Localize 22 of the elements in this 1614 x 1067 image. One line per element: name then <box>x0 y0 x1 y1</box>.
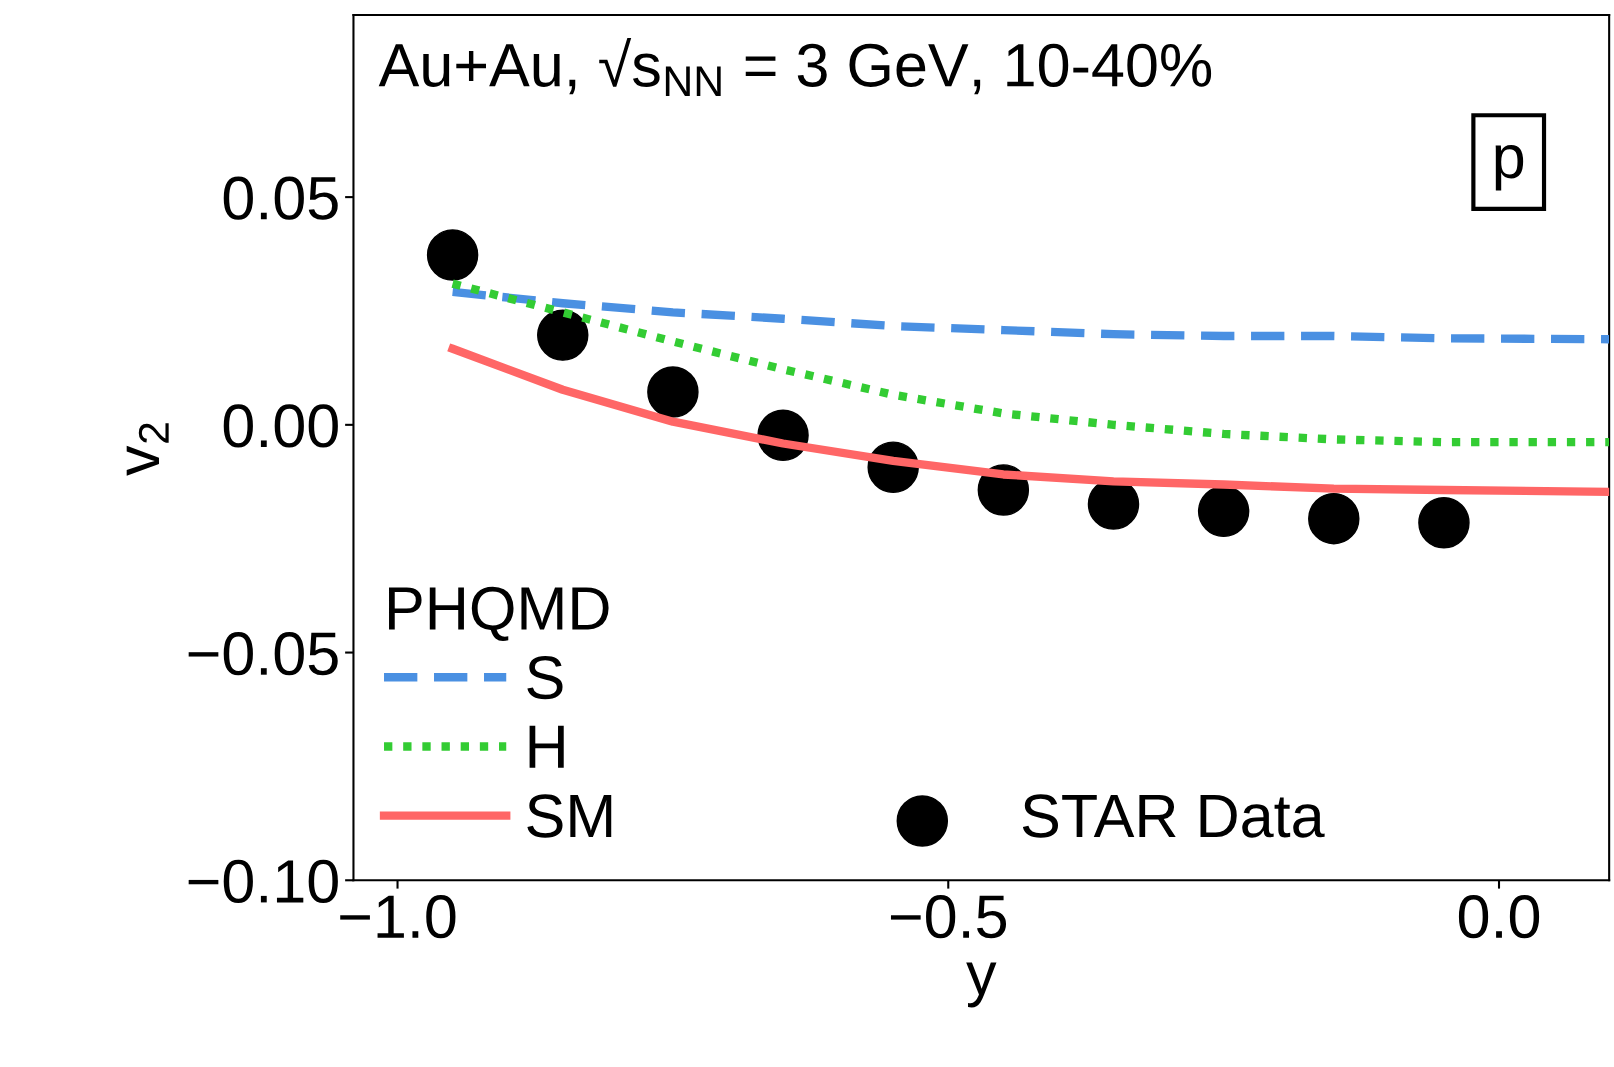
legend-label: SM <box>527 794 612 838</box>
annotation: p <box>1495 144 1524 191</box>
y-axis-title: v$_{2}$ <box>126 423 169 476</box>
legend-title: PHQMD <box>389 586 609 642</box>
y-tick-label: −0.05 <box>188 632 338 676</box>
legend-label: S <box>527 655 563 700</box>
x-tick-label: −0.5 <box>890 895 1007 939</box>
point <box>647 366 699 418</box>
y-tick-label: −0.10 <box>188 859 338 904</box>
point <box>1197 485 1250 538</box>
legend-label: H <box>529 725 564 768</box>
x-axis-title: y <box>966 962 997 1008</box>
x-tick-label: −1.0 <box>340 895 456 939</box>
y-tick-label: 0.05 <box>223 176 338 220</box>
legend-label: STAR Data <box>1022 794 1325 838</box>
point <box>1418 497 1470 549</box>
point <box>1308 492 1360 545</box>
annotation: Au+Au, √s$_{NN}$ = 3 GeV, 10-40% <box>378 38 1212 97</box>
y-tick-label: 0.00 <box>223 404 338 448</box>
point <box>537 309 589 361</box>
x-tick-label: 0.0 <box>1458 895 1540 939</box>
point <box>426 229 479 281</box>
